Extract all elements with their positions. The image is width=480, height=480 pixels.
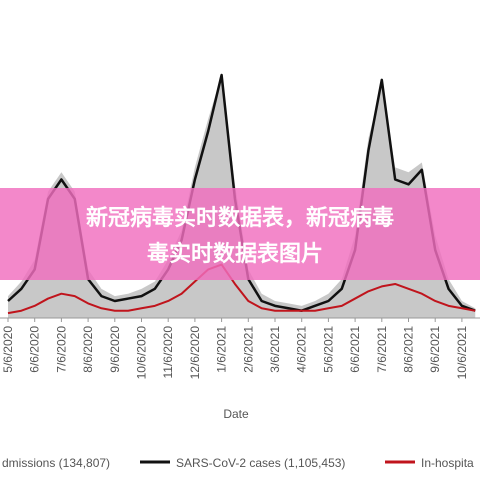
line — [7, 263, 476, 315]
legend-label: In-hospita — [421, 456, 474, 470]
legend-label: SARS-CoV-2 cases (1,105,453) — [176, 456, 345, 470]
x-tick-label: 6/6/2020 — [28, 326, 42, 373]
x-tick-label: 1/6/2021 — [215, 326, 229, 373]
x-tick-label: 11/6/2020 — [161, 326, 175, 379]
x-tick-label: 7/6/2020 — [54, 326, 68, 373]
x-tick-label: 6/6/2021 — [348, 326, 362, 373]
x-tick-label: 5/6/2021 — [321, 326, 335, 373]
x-tick-label: 10/6/2021 — [455, 326, 469, 380]
banner — [0, 188, 480, 280]
x-axis-label: Date — [223, 407, 249, 421]
banner-text: 新冠病毒实时数据表，新冠病毒 — [86, 205, 394, 231]
x-tick-label: 8/6/2021 — [402, 326, 416, 373]
x-tick-label: 9/6/2021 — [428, 326, 442, 373]
x-tick-label: 7/6/2021 — [375, 326, 389, 373]
x-tick-label: 4/6/2021 — [295, 326, 309, 373]
banner-text: 毒实时数据表图片 — [147, 241, 323, 267]
x-tick-label: 3/6/2021 — [268, 326, 282, 373]
legend-label: dmissions (134,807) — [2, 456, 110, 470]
x-tick-label: 9/6/2020 — [108, 326, 122, 373]
x-tick-label: 12/6/2020 — [188, 326, 202, 380]
x-tick-label: 2/6/2021 — [241, 326, 255, 373]
x-tick-label: 5/6/2020 — [1, 326, 15, 373]
x-tick-label: 10/6/2020 — [135, 326, 149, 380]
x-tick-label: 8/6/2020 — [81, 326, 95, 373]
